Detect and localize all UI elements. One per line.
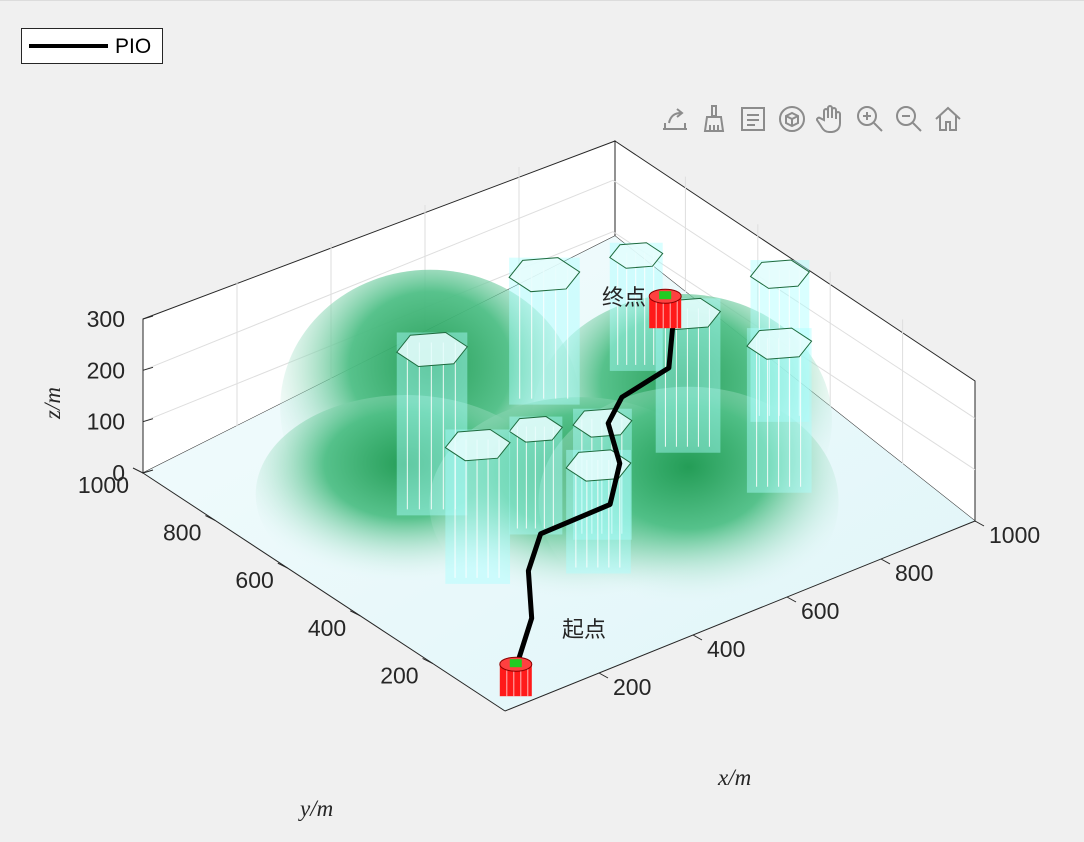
brush-button[interactable] [697,102,731,136]
pan-button[interactable] [814,102,848,136]
z-tick-mark [142,315,154,320]
home-icon [935,106,961,131]
obstacle-column [508,416,564,535]
z-tick-mark [142,418,154,423]
x-tick-label: 400 [707,636,745,662]
y-axis-label: y/m [298,796,333,821]
x-tick-mark [974,520,985,527]
z-tick-label: 100 [87,409,125,435]
y-tick-mark [205,515,216,522]
zoom-in-button[interactable] [853,102,887,136]
y-tick-label: 1000 [78,472,129,498]
obstacle-top [746,327,813,360]
z-tick-mark [142,366,154,371]
zoom-in-icon [857,106,883,132]
export-button[interactable] [658,102,692,136]
y-tick-label: 400 [308,615,346,641]
obstacle-top [508,416,564,443]
obstacle-top [565,449,632,482]
x-tick-mark [786,596,797,603]
zoom-out-icon [896,106,922,132]
rotate-3d-icon [779,106,805,132]
x-tick-label: 1000 [989,522,1040,548]
z-tick-label: 200 [87,357,125,383]
start-marker [499,656,533,697]
x-tick-label: 200 [613,674,651,700]
obstacle-column [609,242,664,371]
legend-line-sample [29,44,108,48]
x-tick-label: 800 [895,560,933,586]
x-tick-mark [880,558,891,565]
obstacle-top [572,408,633,438]
axes-toolbar [658,101,965,137]
data-tips-icon [741,107,765,131]
start-label: 起点 [562,618,606,643]
x-axis-label: x/m [717,765,751,790]
z-axis-label: z/m [40,387,65,420]
path-line [513,299,676,669]
legend[interactable]: PIO [21,28,163,64]
x-tick-mark [598,672,609,679]
export-icon [663,108,687,130]
marker-point [659,291,672,300]
obstacle-top [749,259,811,289]
x-tick-mark [692,634,703,641]
x-axis-line [504,520,976,712]
axes-frame [132,315,985,712]
legend-label: PIO [115,35,152,58]
path-pio-line [513,299,676,669]
y-tick-mark [132,467,144,474]
obstacle-column [746,327,813,493]
y-tick-mark [349,610,361,617]
rotate-3d-button[interactable] [775,102,809,136]
x-tick-label: 600 [801,598,839,624]
y-axis-line [142,472,506,712]
zoom-out-button[interactable] [892,102,926,136]
y-tick-mark [422,657,433,664]
obstacle-columns [396,242,813,584]
end-label: 终点 [602,286,646,311]
obstacle-top [609,242,664,269]
y-tick-mark [277,562,289,569]
y-tick-label: 800 [163,520,201,546]
obstacle-column [396,331,469,516]
obstacle-top [508,257,581,293]
obstacle-top [444,428,511,462]
grid-line [142,179,976,419]
obstacle-top [396,331,469,368]
marker-point [509,659,522,668]
home-button[interactable] [931,102,965,136]
y-tick-label: 200 [380,662,418,688]
z-tick-mark [142,469,154,474]
y-tick-label: 600 [235,567,273,593]
end-marker [648,288,682,329]
z-tick-label: 300 [87,306,125,332]
data-tips-button[interactable] [736,102,770,136]
z-tick-label: 0 [112,460,125,486]
brush-icon [703,105,725,132]
obstacle-column [508,257,581,405]
pan-icon [816,105,841,133]
tick-labels: 2004006008001000200400600800100001002003… [78,306,1040,700]
obstacle-column [444,428,511,584]
start-end-markers [499,288,682,697]
